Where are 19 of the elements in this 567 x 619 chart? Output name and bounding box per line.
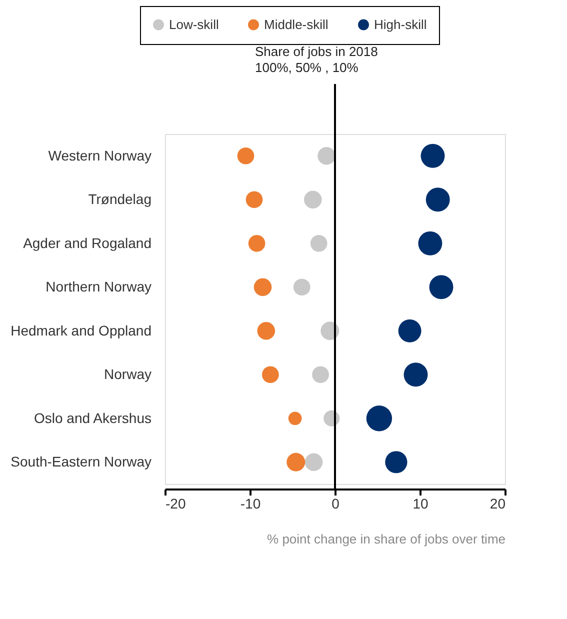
text: Share of jobs in 2018 (255, 44, 378, 59)
x-tick-label: -20 (166, 496, 186, 512)
text: 100%, 50% , 10% (255, 60, 359, 75)
x-tick-label: 20 (490, 496, 506, 512)
x-tick-label: 10 (412, 496, 428, 512)
y-tick-label: Northern Norway (46, 278, 152, 295)
y-tick-label: Oslo and Akershus (34, 410, 152, 426)
y-tick-label: South-Eastern Norway (10, 454, 152, 470)
y-tick-label: Hedmark and Oppland (10, 322, 152, 338)
x-tick-label: -10 (240, 496, 261, 512)
x-axis-title: % point change in share of jobs over time (267, 532, 506, 546)
y-tick-label: Trøndelag (88, 191, 152, 208)
legend-label: High-skill (374, 16, 427, 32)
y-tick-label: Western Norway (48, 147, 152, 164)
x-tick-label: 0 (332, 496, 340, 512)
y-tick-label: Norway (104, 366, 152, 382)
legend-label: Middle-skill (264, 16, 328, 32)
legend-label: Low-skill (169, 16, 219, 32)
y-tick-label: Agder and Rogaland (23, 234, 152, 251)
